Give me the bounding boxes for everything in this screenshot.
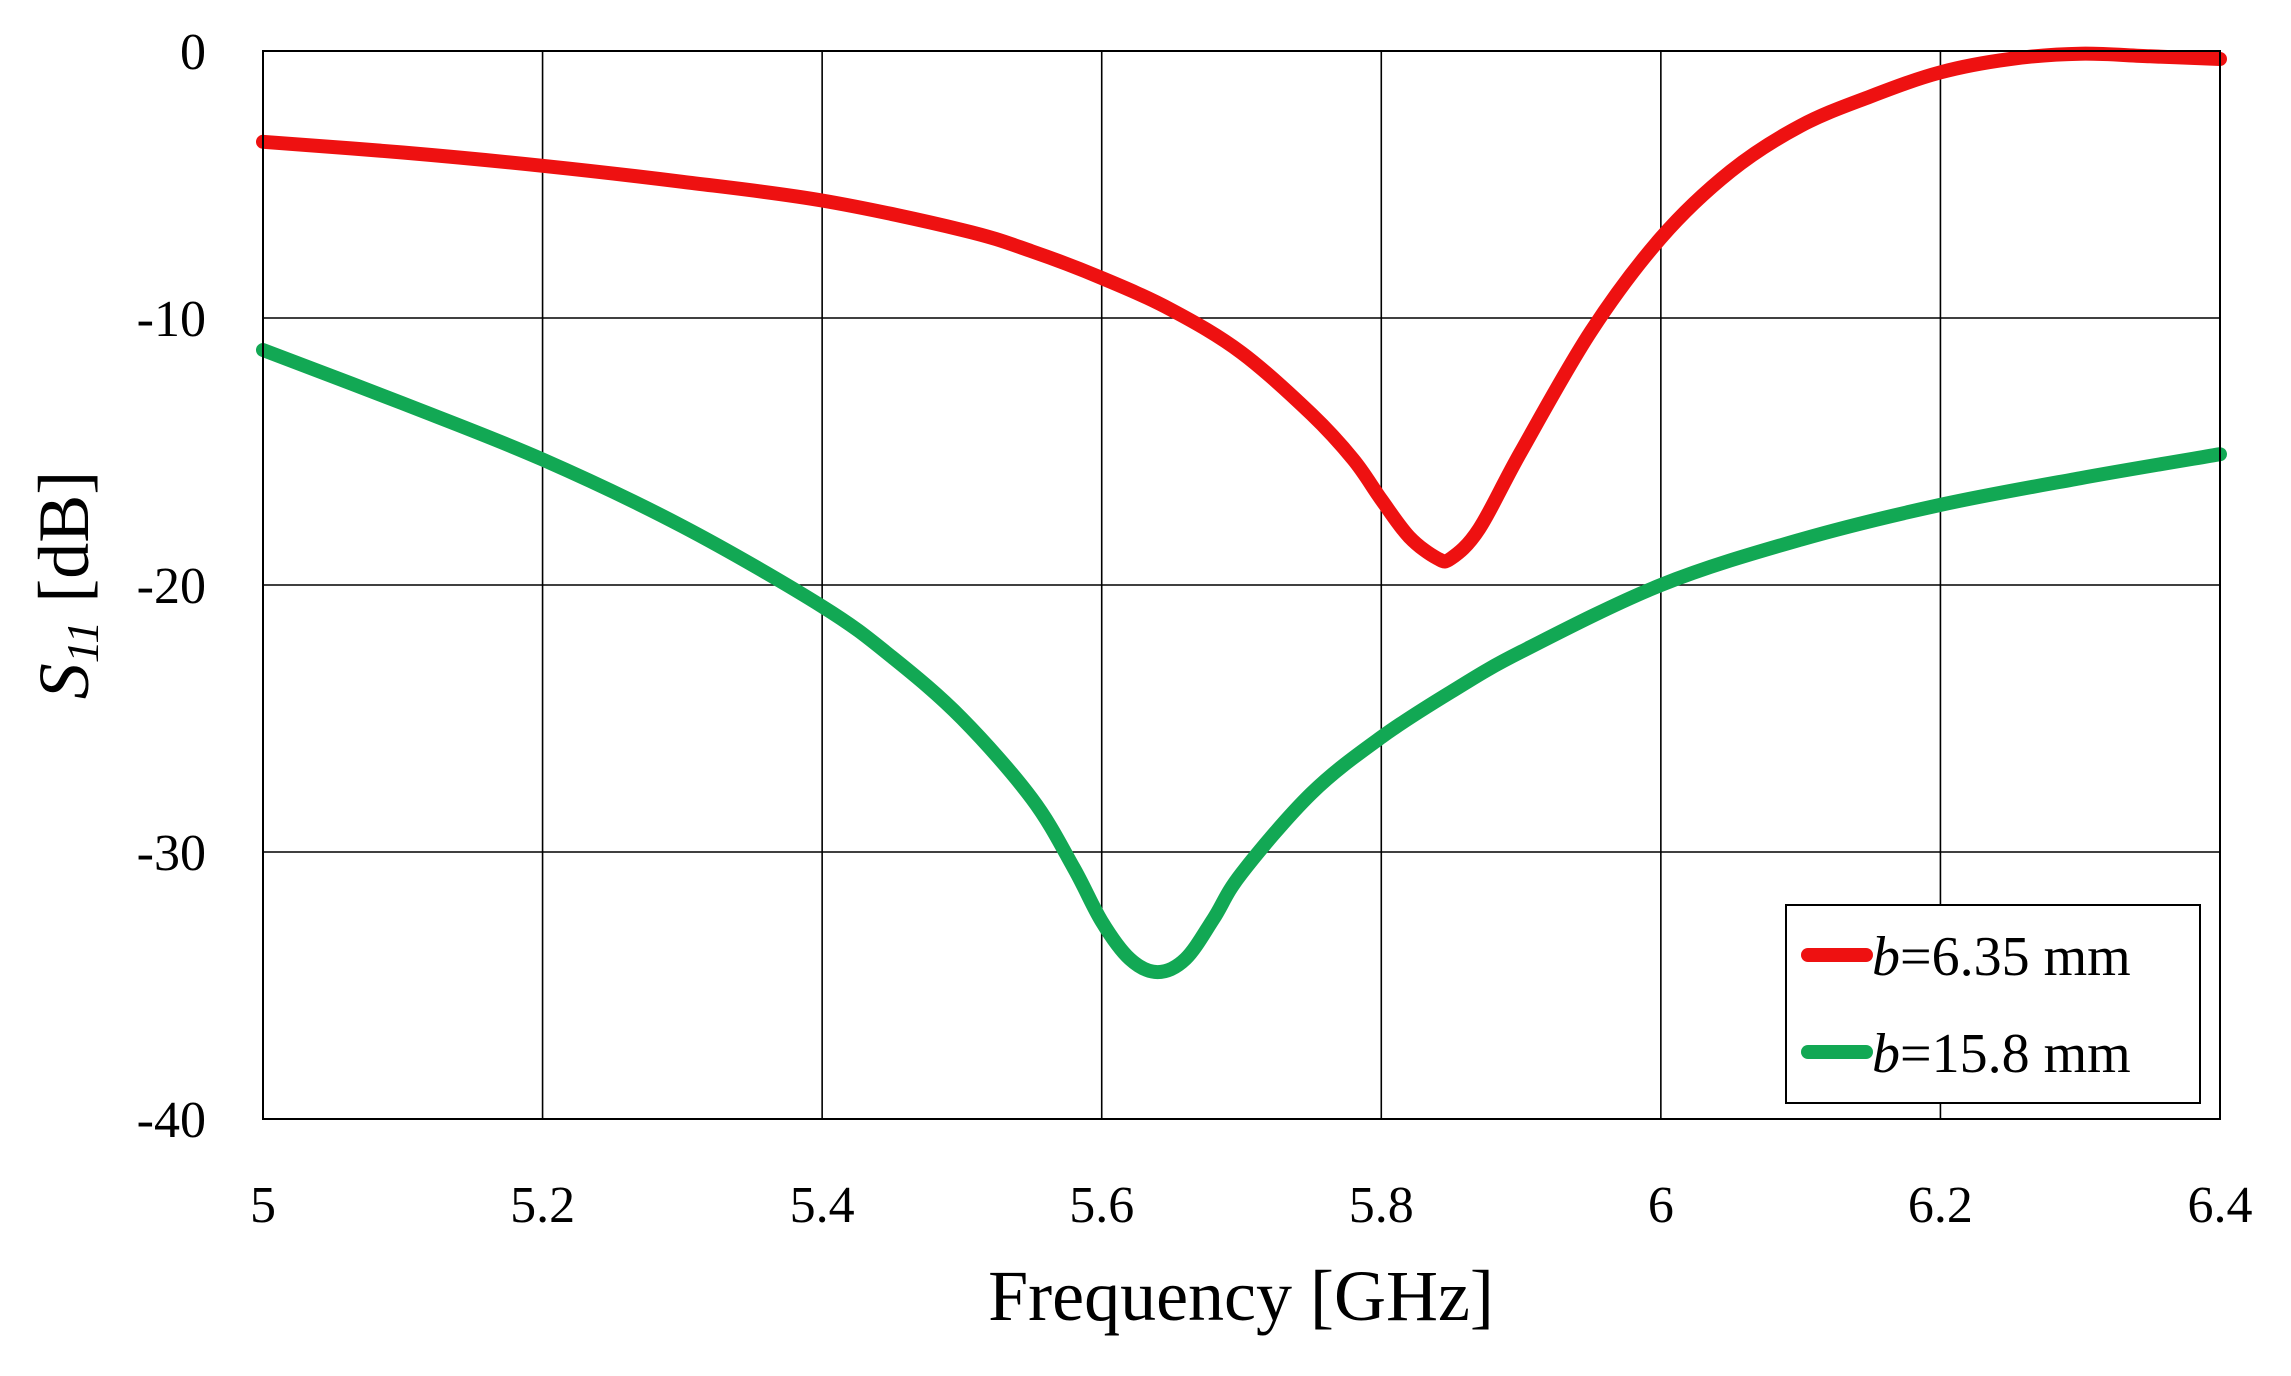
x-tick-label: 5.8 [1349, 1177, 1414, 1234]
series-line-2 [256, 343, 2227, 980]
x-axis-title: Frequency [GHz] [988, 1256, 1494, 1336]
legend-box [1785, 904, 2201, 1104]
y-tick-label: -10 [137, 291, 206, 348]
series-lines [256, 46, 2227, 980]
x-tick-label: 6 [1648, 1177, 1674, 1234]
x-tick-label: 5 [250, 1177, 276, 1234]
y-tick-labels: 0 -10 -20 -30 -40 [137, 24, 206, 1149]
x-tick-label: 5.6 [1069, 1177, 1134, 1234]
y-tick-label: -20 [137, 558, 206, 615]
y-tick-label: -30 [137, 825, 206, 882]
plot-area-frame [262, 50, 2221, 1120]
y-tick-label: 0 [180, 24, 206, 81]
y-axis-title-subscript: 11 [57, 621, 108, 664]
series-line-1 [256, 46, 2227, 569]
legend-label-2: b=15.8 mm [1872, 1023, 2131, 1085]
y-axis-title-symbol: S [24, 663, 104, 699]
x-tick-labels: 5 5.2 5.4 5.6 5.8 6 6.2 6.4 [250, 1177, 2253, 1234]
x-tick-label: 6.4 [2188, 1177, 2253, 1234]
y-tick-label: -40 [137, 1092, 206, 1149]
x-tick-label: 5.4 [790, 1177, 855, 1234]
x-tick-label: 6.2 [1908, 1177, 1973, 1234]
y-axis-title: S11 [dB] [24, 471, 108, 700]
x-tick-label: 5.2 [510, 1177, 575, 1234]
y-axis-title-unit: [dB] [24, 471, 104, 621]
legend-label-1: b=6.35 mm [1872, 926, 2131, 988]
legend: b=6.35 mm b=15.8 mm [1785, 904, 2201, 1104]
